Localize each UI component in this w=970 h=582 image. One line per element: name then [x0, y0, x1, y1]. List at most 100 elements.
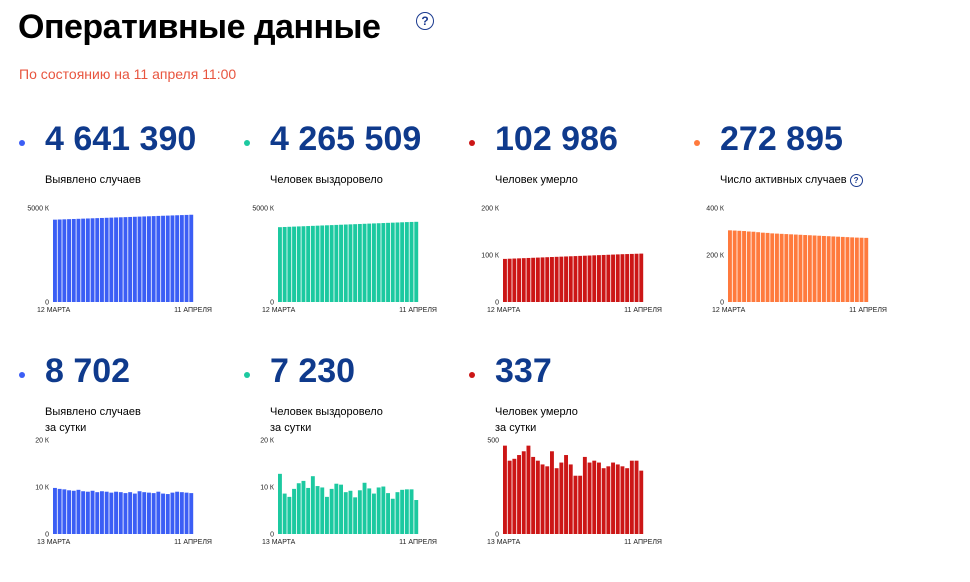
- chart-bar: [535, 257, 540, 302]
- chart-bar: [625, 254, 630, 302]
- chart-bar: [789, 234, 793, 302]
- chart-bar: [507, 460, 512, 534]
- chart-bar: [357, 223, 362, 302]
- chart-bar: [526, 257, 531, 302]
- y-tick-label: 5000 К: [27, 206, 50, 213]
- chart-bar: [625, 468, 630, 534]
- chart-bar: [521, 451, 526, 534]
- chart-bar: [414, 500, 419, 534]
- chart-bar: [620, 466, 625, 534]
- y-tick-label: 0: [720, 300, 724, 307]
- chart-bar: [62, 219, 67, 302]
- chart-bar: [765, 232, 770, 302]
- chart-bar: [329, 225, 334, 302]
- chart-bar: [784, 234, 789, 302]
- chart-bar: [372, 223, 376, 302]
- chart-bar: [831, 236, 836, 302]
- chart-bar: [606, 254, 611, 302]
- y-tick-label: 0: [270, 300, 274, 307]
- chart-bar: [564, 256, 568, 302]
- chart-bar: [568, 464, 573, 534]
- x-tick-label: 11 АПРЕЛЯ: [849, 307, 887, 314]
- chart-bar: [334, 483, 339, 534]
- chart-bar: [615, 464, 620, 534]
- chart-bar: [732, 230, 737, 302]
- y-tick-label: 500: [487, 438, 499, 445]
- chart-bar: [343, 492, 348, 534]
- chart-bar: [512, 258, 517, 302]
- x-tick-label: 11 АПРЕЛЯ: [174, 539, 212, 546]
- chart-bar: [175, 491, 180, 534]
- bar-chart: 0 200 К 400 К 12 МАРТА 11 АПРЕЛЯ: [706, 206, 887, 315]
- chart-bar: [292, 226, 296, 302]
- chart-bar: [836, 236, 840, 302]
- chart-bar: [386, 222, 390, 302]
- chart-bar: [142, 492, 147, 534]
- chart-bar: [118, 217, 123, 302]
- chart-bar: [189, 493, 194, 534]
- stat-label-line: Выявлено случаев: [45, 174, 141, 186]
- stat-label-line: Человек умерло: [495, 406, 578, 418]
- stat-label-line: Человек выздоровело: [270, 174, 383, 186]
- chart-bar: [306, 487, 311, 534]
- help-icon[interactable]: ?: [416, 12, 434, 30]
- help-icon[interactable]: ?: [849, 173, 863, 187]
- chart-bar: [123, 217, 128, 302]
- stat-block: 272 895 Число активных случаев? 0 200 К 400 …: [694, 120, 909, 350]
- chart-bar: [751, 231, 756, 302]
- stat-block: 8 702 Выявлено случаев за сутки 0 10 К 20 К 13…: [19, 352, 234, 582]
- chart-bar: [376, 487, 381, 534]
- chart-bar: [62, 489, 67, 534]
- chart-bar: [592, 255, 597, 302]
- chart-bar: [568, 256, 573, 302]
- chart-bar: [826, 236, 831, 302]
- chart-bar: [559, 256, 564, 302]
- y-tick-label: 10 К: [35, 485, 50, 492]
- chart-bar: [629, 253, 634, 302]
- stat-value: 8 702: [45, 352, 131, 390]
- stat-label-line: Число активных случаев?: [720, 172, 863, 188]
- chart-bar: [367, 223, 372, 302]
- chart-bar: [282, 493, 287, 534]
- chart-bar: [287, 496, 292, 534]
- chart-bar: [315, 225, 320, 302]
- chart-bar: [76, 218, 81, 302]
- chart-bar: [639, 253, 644, 302]
- stat-dot-icon: [469, 372, 475, 378]
- chart-bar: [132, 493, 137, 534]
- chart-bar: [760, 232, 765, 302]
- bar-chart: 0 5000 К 12 МАРТА 11 АПРЕЛЯ: [252, 206, 437, 315]
- chart-bar: [95, 492, 100, 534]
- stat-value: 4 265 509: [270, 120, 422, 158]
- chart-bar: [521, 258, 526, 302]
- chart-bar: [770, 233, 775, 302]
- bar-chart: 0 10 К 20 К 13 МАРТА 11 АПРЕЛЯ: [260, 438, 437, 547]
- chart-bar: [554, 468, 559, 534]
- chart-bar: [798, 234, 803, 302]
- status-timestamp: По состоянию на 11 апреля 11:00: [19, 66, 237, 82]
- chart-bar: [386, 493, 390, 534]
- chart-bar: [526, 445, 531, 534]
- chart-bar: [320, 225, 325, 302]
- chart-bar: [320, 487, 325, 534]
- chart-bar: [531, 456, 536, 534]
- stat-value: 4 641 390: [45, 120, 197, 158]
- chart-bar: [310, 476, 315, 534]
- chart-bar: [746, 231, 751, 302]
- chart-bar: [390, 498, 395, 534]
- chart-bar: [156, 215, 161, 302]
- y-tick-label: 200 К: [706, 253, 725, 260]
- chart-bar: [812, 235, 817, 302]
- y-tick-label: 200 К: [481, 206, 500, 213]
- chart-bar: [315, 486, 320, 534]
- chart-bar: [737, 230, 742, 302]
- chart-bar: [611, 254, 615, 302]
- chart-bar: [296, 483, 301, 534]
- chart-bar: [325, 496, 329, 534]
- chart-bar: [564, 455, 568, 534]
- stat-dot-icon: [244, 372, 250, 378]
- stat-block: 4 641 390 Выявлено случаев 0 5000 К 12 МАРТА…: [19, 120, 234, 350]
- chart-bar: [90, 218, 95, 302]
- chart-bar: [404, 222, 409, 302]
- stat-label: Человек умерло: [495, 172, 578, 188]
